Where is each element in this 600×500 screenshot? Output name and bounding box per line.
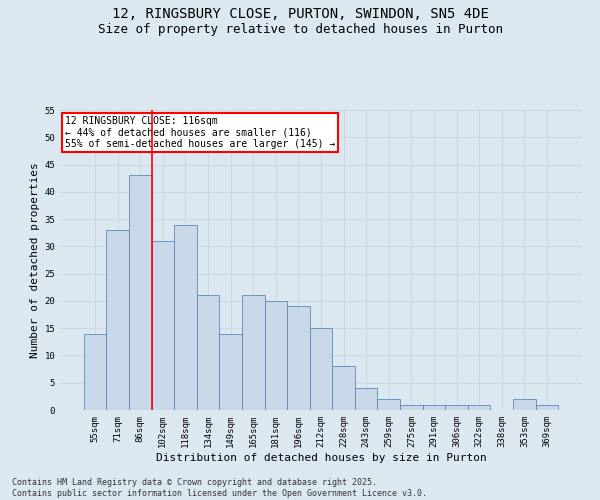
X-axis label: Distribution of detached houses by size in Purton: Distribution of detached houses by size … [155, 452, 487, 462]
Bar [468, 404, 490, 410]
Bar [242, 296, 265, 410]
Text: Contains HM Land Registry data © Crown copyright and database right 2025.
Contai: Contains HM Land Registry data © Crown c… [12, 478, 427, 498]
Text: Size of property relative to detached houses in Purton: Size of property relative to detached ho… [97, 22, 503, 36]
Bar [422, 404, 445, 410]
Bar [287, 306, 310, 410]
Bar [84, 334, 106, 410]
Bar [220, 334, 242, 410]
Text: 12 RINGSBURY CLOSE: 116sqm
← 44% of detached houses are smaller (116)
55% of sem: 12 RINGSBURY CLOSE: 116sqm ← 44% of deta… [65, 116, 335, 149]
Bar [377, 399, 400, 410]
Text: 12, RINGSBURY CLOSE, PURTON, SWINDON, SN5 4DE: 12, RINGSBURY CLOSE, PURTON, SWINDON, SN… [112, 8, 488, 22]
Bar [445, 404, 468, 410]
Bar [152, 241, 174, 410]
Bar [355, 388, 377, 410]
Bar [310, 328, 332, 410]
Bar [174, 224, 197, 410]
Bar [197, 296, 220, 410]
Bar [265, 301, 287, 410]
Bar [513, 399, 536, 410]
Bar [129, 176, 152, 410]
Bar [536, 404, 558, 410]
Y-axis label: Number of detached properties: Number of detached properties [30, 162, 40, 358]
Bar [332, 366, 355, 410]
Bar [106, 230, 129, 410]
Bar [400, 404, 422, 410]
